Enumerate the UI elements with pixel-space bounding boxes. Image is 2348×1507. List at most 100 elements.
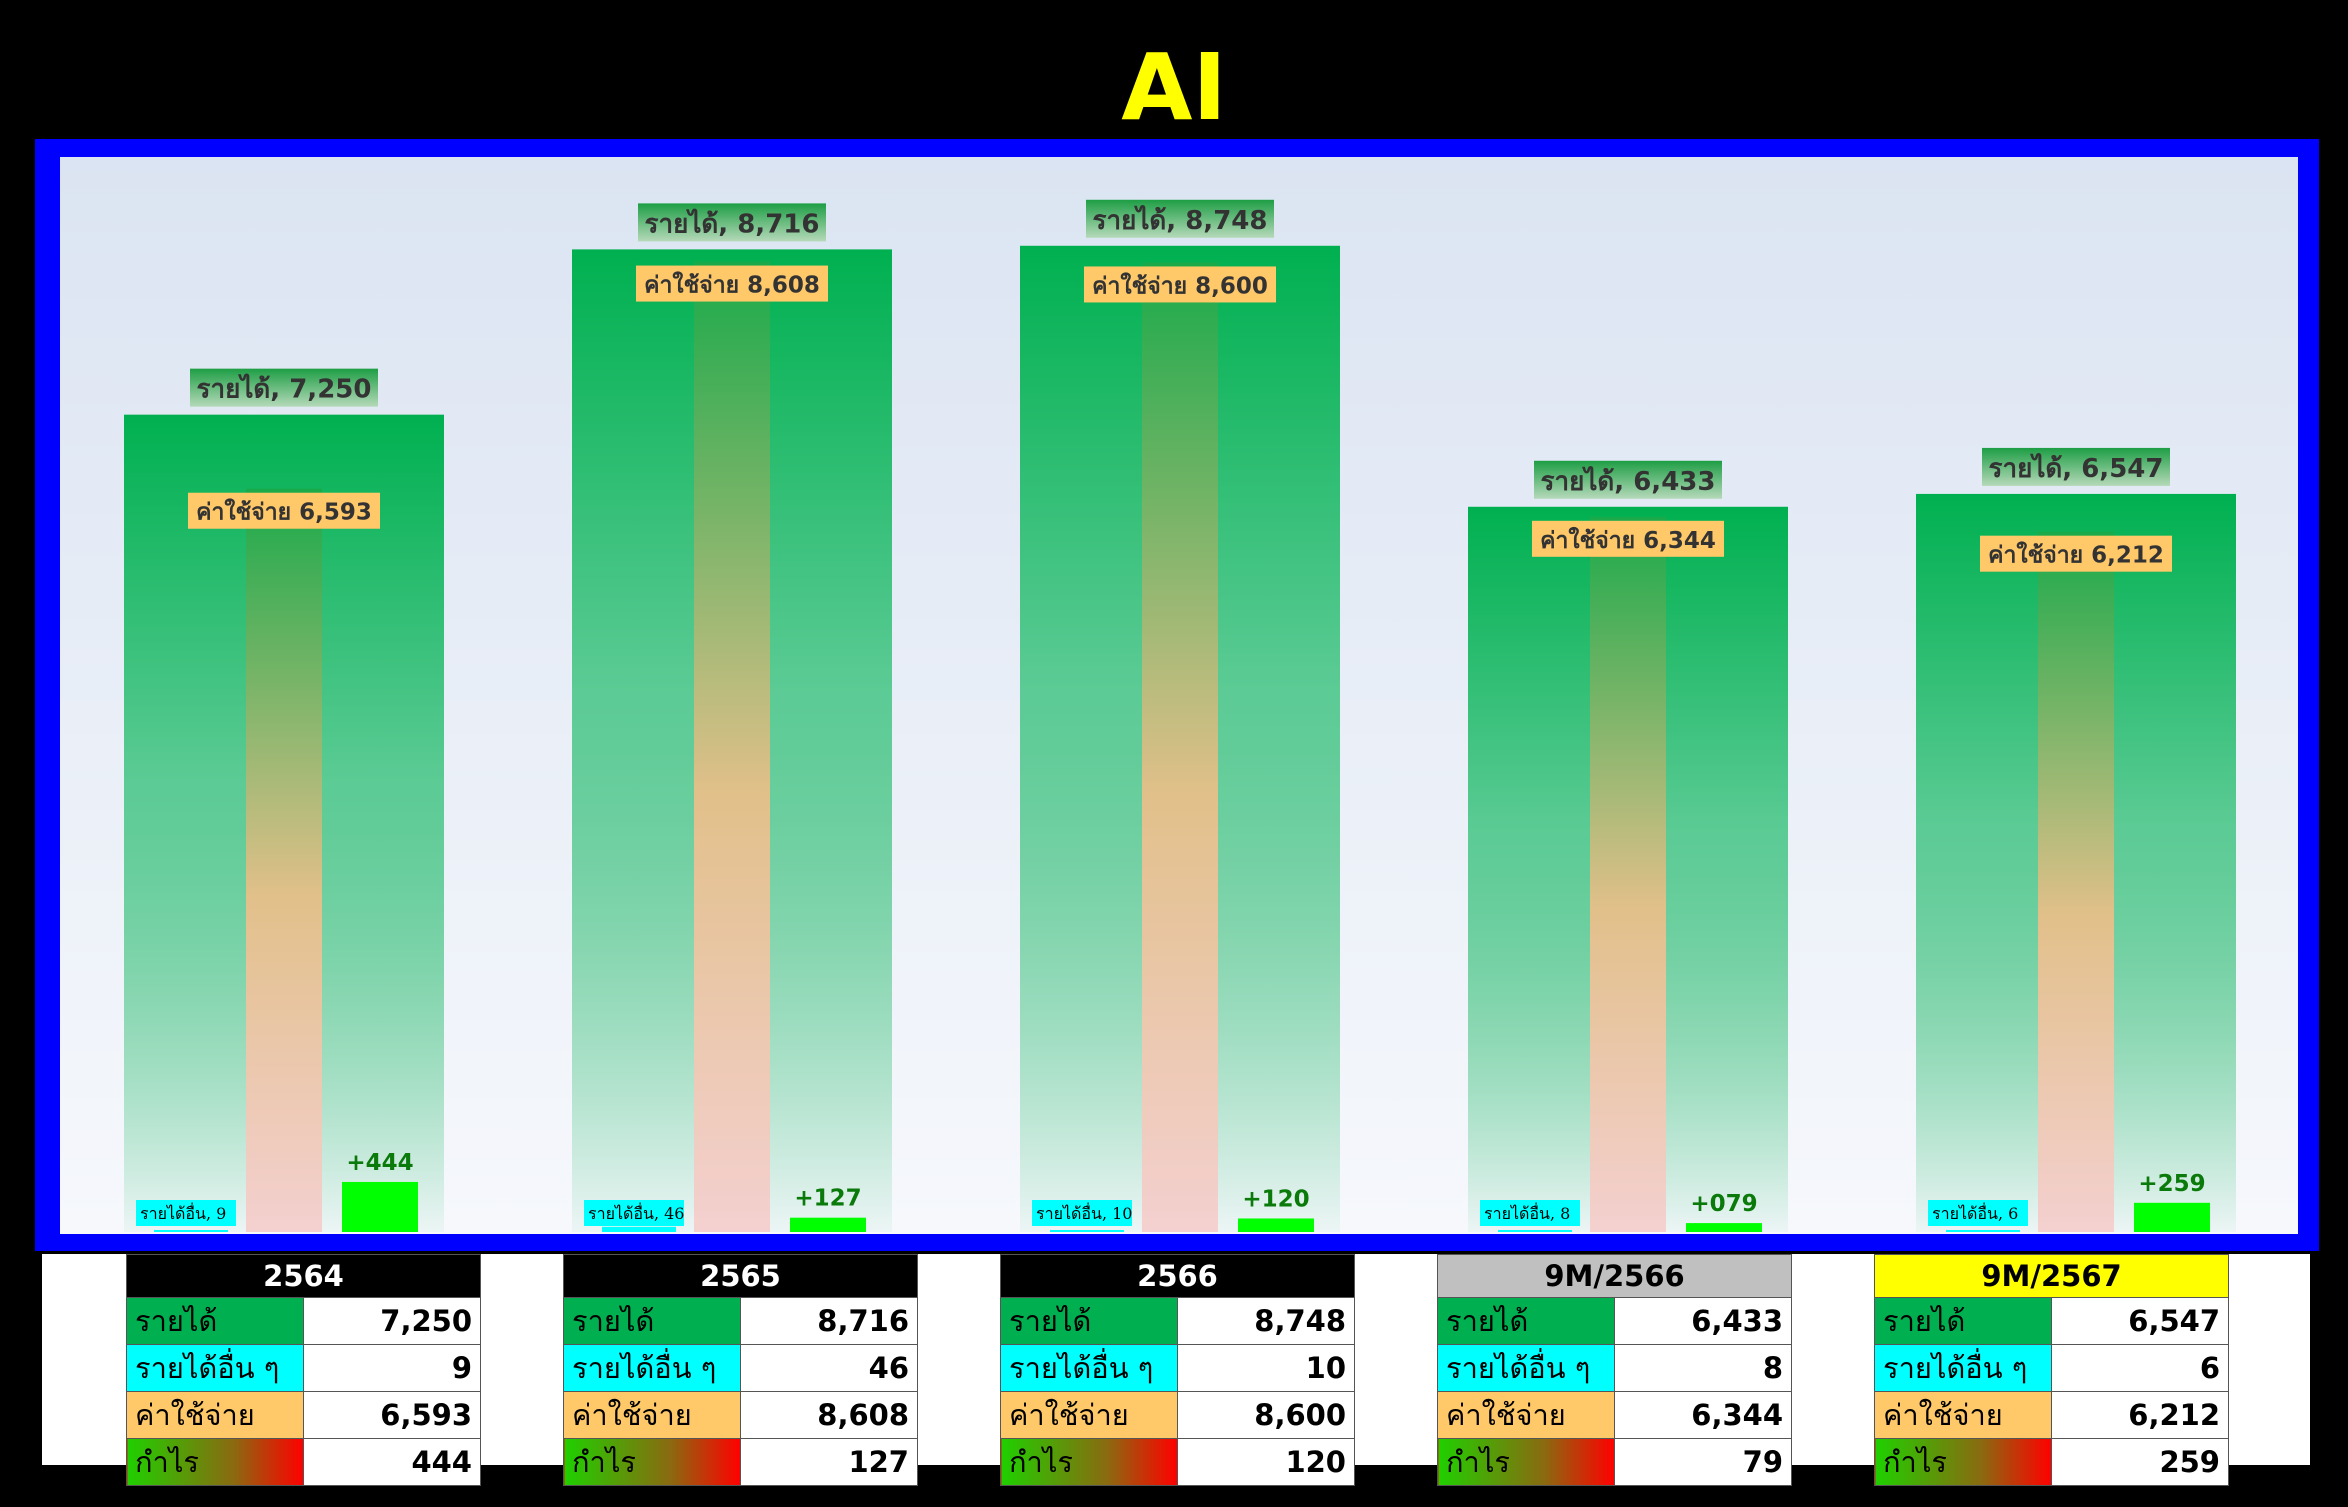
row-label: รายได้: [1000, 1297, 1178, 1345]
expense-bar: [246, 488, 322, 1232]
other-income-label-bg: [1928, 1200, 2028, 1226]
summary-tables: 2564 รายได้ 7,250 รายได้อื่น ๆ 9 ค่าใช้จ่าย 6,…: [42, 1254, 2310, 1486]
table-row: กำไร 444: [126, 1438, 481, 1486]
profit-bar: [342, 1181, 418, 1232]
period-table: 9M/2567 รายได้ 6,547 รายได้อื่น ๆ 6 ค่าใช้จ่า…: [1874, 1254, 2229, 1486]
period-table: 2565 รายได้ 8,716 รายได้อื่น ๆ 46 ค่าใช้จ่าย 8…: [563, 1254, 918, 1486]
revenue-label-bg: [1982, 447, 2170, 486]
row-value: 6: [2051, 1344, 2229, 1392]
expense-bar: [1142, 262, 1218, 1233]
period-table: 2566 รายได้ 8,748 รายได้อื่น ๆ 10 ค่าใช้จ่าย 8…: [1000, 1254, 1355, 1486]
row-label: รายได้: [126, 1297, 304, 1345]
profit-bar: [1238, 1218, 1314, 1232]
row-label: ค่าใช้จ่าย: [563, 1391, 741, 1439]
expense-label-bg: [1084, 266, 1276, 303]
other-income-label-bg: [584, 1200, 684, 1226]
profit-label: +444: [346, 1150, 413, 1176]
expense-label: ค่าใช้จ่าย 6,344: [1540, 526, 1716, 554]
profit-label: +259: [2138, 1171, 2205, 1197]
period-header: 2566: [1000, 1254, 1355, 1298]
period-table: 2564 รายได้ 7,250 รายได้อื่น ๆ 9 ค่าใช้จ่าย 6,…: [126, 1254, 481, 1486]
period-header: 2565: [563, 1254, 918, 1298]
profit-label: +127: [794, 1186, 861, 1212]
row-label: กำไร: [563, 1438, 741, 1486]
other-income-label: รายได้อื่น, 8: [1484, 1202, 1570, 1223]
row-label: ค่าใช้จ่าย: [1000, 1391, 1178, 1439]
profit-bar: [1686, 1223, 1762, 1232]
row-label: ค่าใช้จ่าย: [126, 1391, 304, 1439]
other-income-label: รายได้อื่น, 6: [1932, 1202, 2018, 1223]
row-label: รายได้: [563, 1297, 741, 1345]
revenue-label: รายได้, 6,433: [1541, 465, 1716, 497]
revenue-label: รายได้, 6,547: [1989, 452, 2164, 484]
row-value: 8,716: [740, 1297, 918, 1345]
expense-label-bg: [1532, 520, 1724, 557]
revenue-label-bg: [638, 203, 826, 242]
table-row: รายได้ 6,433: [1437, 1297, 1792, 1345]
row-value: 6,344: [1614, 1391, 1792, 1439]
table-row: กำไร 120: [1000, 1438, 1355, 1486]
row-value: 444: [303, 1438, 481, 1486]
expense-bar: [1590, 516, 1666, 1232]
table-row: ค่าใช้จ่าย 8,600: [1000, 1391, 1355, 1439]
expense-label: ค่าใช้จ่าย 8,600: [1092, 271, 1268, 299]
row-value: 79: [1614, 1438, 1792, 1486]
profit-label: +120: [1242, 1186, 1309, 1212]
row-label: กำไร: [1874, 1438, 2052, 1486]
table-row: กำไร 79: [1437, 1438, 1792, 1486]
profit-bar: [790, 1217, 866, 1232]
table-row: ค่าใช้จ่าย 6,212: [1874, 1391, 2229, 1439]
row-value: 8,748: [1177, 1297, 1355, 1345]
period-header: 9M/2566: [1437, 1254, 1792, 1298]
table-row: รายได้อื่น ๆ 10: [1000, 1344, 1355, 1392]
table-row: รายได้ 8,748: [1000, 1297, 1355, 1345]
profit-label: +079: [1690, 1191, 1757, 1217]
row-label: รายได้: [1874, 1297, 2052, 1345]
row-value: 8,608: [740, 1391, 918, 1439]
row-label: รายได้อื่น ๆ: [1874, 1344, 2052, 1392]
expense-label-bg: [1980, 535, 2172, 572]
revenue-label: รายได้, 7,250: [197, 373, 372, 405]
row-value: 6,433: [1614, 1297, 1792, 1345]
table-row: ค่าใช้จ่าย 8,608: [563, 1391, 918, 1439]
row-label: รายได้อื่น ๆ: [563, 1344, 741, 1392]
other-income-bar: [1498, 1230, 1572, 1232]
row-value: 8,600: [1177, 1391, 1355, 1439]
period-header: 2564: [126, 1254, 481, 1298]
expense-label-bg: [188, 492, 380, 529]
row-value: 7,250: [303, 1297, 481, 1345]
row-value: 8: [1614, 1344, 1792, 1392]
row-label: รายได้อื่น ๆ: [126, 1344, 304, 1392]
row-value: 6,593: [303, 1391, 481, 1439]
other-income-label: รายได้อื่น, 9: [140, 1202, 226, 1223]
row-label: รายได้: [1437, 1297, 1615, 1345]
row-label: รายได้อื่น ๆ: [1000, 1344, 1178, 1392]
row-value: 6,547: [2051, 1297, 2229, 1345]
table-row: ค่าใช้จ่าย 6,344: [1437, 1391, 1792, 1439]
table-row: รายได้ 8,716: [563, 1297, 918, 1345]
revenue-label: รายได้, 8,748: [1093, 204, 1268, 236]
row-label: ค่าใช้จ่าย: [1874, 1391, 2052, 1439]
row-value: 259: [2051, 1438, 2229, 1486]
other-income-label-bg: [136, 1200, 236, 1226]
table-row: ค่าใช้จ่าย 6,593: [126, 1391, 481, 1439]
table-row: รายได้ 6,547: [1874, 1297, 2229, 1345]
row-label: กำไร: [126, 1438, 304, 1486]
expense-label: ค่าใช้จ่าย 6,593: [196, 498, 372, 526]
row-value: 120: [1177, 1438, 1355, 1486]
expense-label-bg: [636, 265, 828, 302]
chart-title: AI: [1121, 34, 1227, 141]
table-row: รายได้ 7,250: [126, 1297, 481, 1345]
period-table: 9M/2566 รายได้ 6,433 รายได้อื่น ๆ 8 ค่าใช้จ่า…: [1437, 1254, 1792, 1486]
row-label: กำไร: [1000, 1438, 1178, 1486]
row-value: 6,212: [2051, 1391, 2229, 1439]
revenue-label-bg: [1534, 460, 1722, 499]
row-value: 127: [740, 1438, 918, 1486]
expense-label: ค่าใช้จ่าย 6,212: [1988, 541, 2164, 569]
row-label: ค่าใช้จ่าย: [1437, 1391, 1615, 1439]
period-header: 9M/2567: [1874, 1254, 2229, 1298]
revenue-label-bg: [190, 368, 378, 407]
